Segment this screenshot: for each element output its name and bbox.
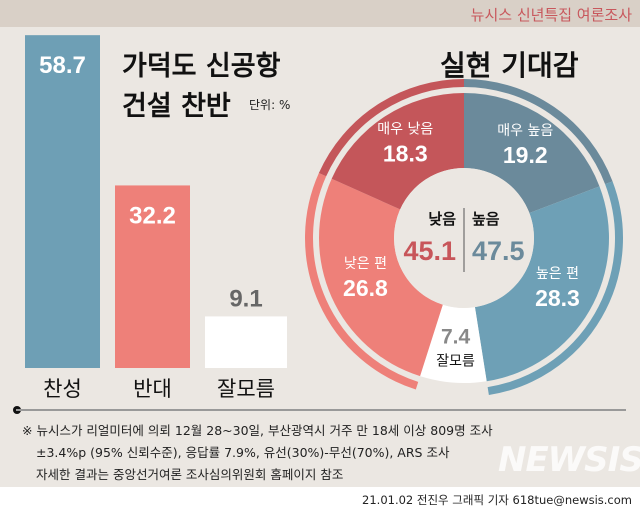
- bar-chart-title-line2: 건설 찬반: [122, 91, 231, 122]
- bar-value-label: 32.2: [129, 202, 176, 229]
- bar-category-label: 반대: [133, 377, 172, 401]
- pie-slice-1: [474, 186, 609, 382]
- footnote-line-3: 자세한 결과는 중앙선거여론 조사심의위원회 홈페이지 참조: [36, 467, 344, 482]
- footnote-line-2: ±3.4%p (95% 신뢰수준), 응답률 7.9%, 유선(30%)-무선(…: [36, 445, 450, 460]
- pie-chart-title: 실현 기대감: [440, 49, 579, 82]
- group-value: 45.1: [403, 236, 456, 266]
- header-band: 뉴시스 신년특집 여론조사: [0, 0, 640, 27]
- pie-value-label: 18.3: [383, 140, 428, 166]
- pie-slice-4: [331, 93, 464, 210]
- group-label: 높음: [472, 210, 500, 228]
- pie-category-label: 매우 높음: [497, 123, 553, 139]
- unit-label: 단위: %: [249, 98, 291, 112]
- pie-slice-0: [464, 93, 600, 214]
- bar-2: [205, 316, 287, 368]
- bar-category-label: 찬성: [43, 377, 82, 401]
- pie-value-label: 26.8: [343, 275, 388, 301]
- group-label: 낮음: [428, 210, 456, 228]
- footnote-line-1: ※ 뉴시스가 리얼미터에 의뢰 12월 28~30일, 부산광역시 거주 만 1…: [22, 423, 493, 438]
- pie-category-label: 낮은 편: [344, 256, 387, 272]
- pie-value-label: 28.3: [535, 285, 580, 311]
- header-title: 뉴시스 신년특집 여론조사: [470, 6, 632, 24]
- outer-ring-arc: [318, 79, 465, 177]
- outer-ring-arc: [305, 173, 419, 390]
- bar-category-label: 잘모름: [217, 377, 275, 401]
- pie-category-label: 잘모름: [436, 354, 475, 370]
- outer-ring-arc: [487, 181, 623, 396]
- pie-slice-3: [318, 178, 443, 377]
- pie-slice-2: [420, 304, 487, 383]
- pie-value-label: 7.4: [441, 326, 471, 349]
- credit: 21.01.02 전진우 그래픽 기자 618tue@newsis.com: [362, 493, 632, 507]
- charts-svg: 58.7 찬성 32.2 반대 9.1 잘모름 매우 높음 19.2 높은 편 28.3 7.4 잘모…: [25, 35, 623, 401]
- divider: [16, 409, 626, 411]
- bar-0: [25, 35, 100, 369]
- outer-ring-arc: [463, 79, 613, 185]
- pie-category-label: 높은 편: [536, 266, 579, 282]
- pie-category-label: 매우 낮음: [377, 121, 433, 137]
- bar-value-label: 9.1: [229, 285, 262, 312]
- bar-1: [115, 185, 190, 368]
- newsis-logo: NEWSIS: [498, 440, 640, 480]
- bar-value-label: 58.7: [39, 52, 86, 79]
- pie-value-label: 19.2: [503, 142, 548, 168]
- bar-chart-title-line1: 가덕도 신공항: [122, 51, 281, 82]
- group-value: 47.5: [472, 236, 525, 266]
